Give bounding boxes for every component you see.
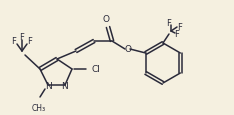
Text: O: O (124, 45, 132, 54)
Text: N: N (45, 82, 51, 91)
Text: F: F (11, 37, 16, 46)
Text: F: F (28, 37, 33, 46)
Text: F: F (178, 22, 183, 31)
Text: CH₃: CH₃ (32, 103, 46, 112)
Text: F: F (167, 18, 172, 27)
Text: N: N (62, 82, 68, 91)
Text: F: F (175, 30, 179, 39)
Text: O: O (102, 15, 110, 24)
Text: Cl: Cl (92, 65, 101, 74)
Text: F: F (20, 33, 24, 42)
